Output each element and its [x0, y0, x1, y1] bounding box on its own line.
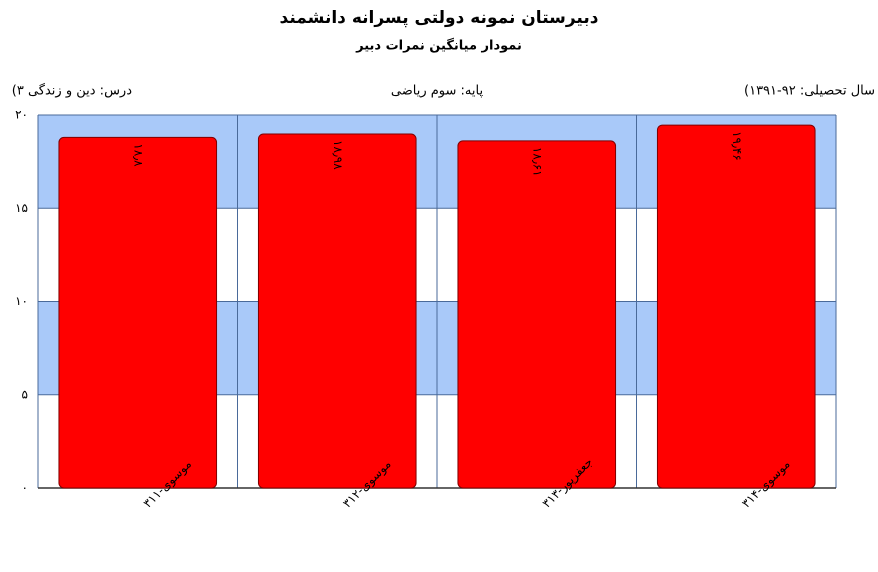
y-tick-label: ۲۰ [15, 108, 28, 122]
bar [656, 124, 816, 489]
info-year: سال تحصیلی: ۹۲-۱۳۹۱) [744, 84, 875, 99]
info-course: درس: دین و زندگی ۳) [12, 83, 132, 99]
y-tick-label: ۵ [22, 387, 28, 401]
bar [457, 140, 617, 489]
chart-title: دبیرستان نمونه دولتی پسرانه دانشمند [280, 8, 599, 28]
bar [257, 133, 417, 489]
y-tick-label: ۱۰ [15, 294, 28, 308]
chart-subtitle: نمودار میانگین نمرات دبیر [355, 38, 522, 54]
y-tick-label: ۱۵ [15, 201, 28, 215]
bar [58, 136, 218, 489]
data-label: ۱۸٫۹۸ [331, 140, 345, 170]
data-label: ۱۸٫۸ [131, 143, 145, 167]
data-label: ۱۹٫۴۶ [730, 131, 744, 161]
info-grade: پایه: سوم ریاضی [391, 84, 484, 99]
y-tick-label: ۰ [22, 481, 28, 495]
data-label: ۱۸٫۶۱ [530, 147, 544, 177]
